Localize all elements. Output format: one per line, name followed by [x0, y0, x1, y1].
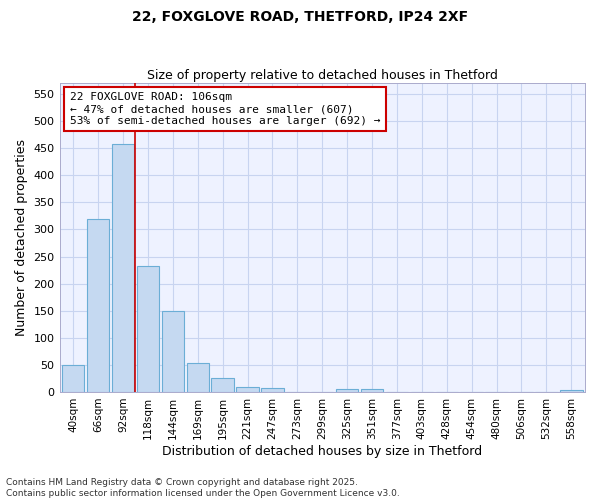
Bar: [112, 144, 134, 392]
Bar: [87, 218, 109, 392]
Text: 22, FOXGLOVE ROAD, THETFORD, IP24 2XF: 22, FOXGLOVE ROAD, THETFORD, IP24 2XF: [132, 10, 468, 24]
Text: Contains HM Land Registry data © Crown copyright and database right 2025.
Contai: Contains HM Land Registry data © Crown c…: [6, 478, 400, 498]
Bar: [361, 389, 383, 392]
X-axis label: Distribution of detached houses by size in Thetford: Distribution of detached houses by size …: [162, 444, 482, 458]
Bar: [137, 266, 159, 392]
Bar: [336, 389, 358, 392]
Bar: [560, 390, 583, 392]
Bar: [261, 388, 284, 392]
Bar: [236, 386, 259, 392]
Text: 22 FOXGLOVE ROAD: 106sqm
← 47% of detached houses are smaller (607)
53% of semi-: 22 FOXGLOVE ROAD: 106sqm ← 47% of detach…: [70, 92, 380, 126]
Bar: [211, 378, 234, 392]
Title: Size of property relative to detached houses in Thetford: Size of property relative to detached ho…: [147, 69, 498, 82]
Bar: [161, 311, 184, 392]
Y-axis label: Number of detached properties: Number of detached properties: [15, 139, 28, 336]
Bar: [62, 365, 85, 392]
Bar: [187, 362, 209, 392]
